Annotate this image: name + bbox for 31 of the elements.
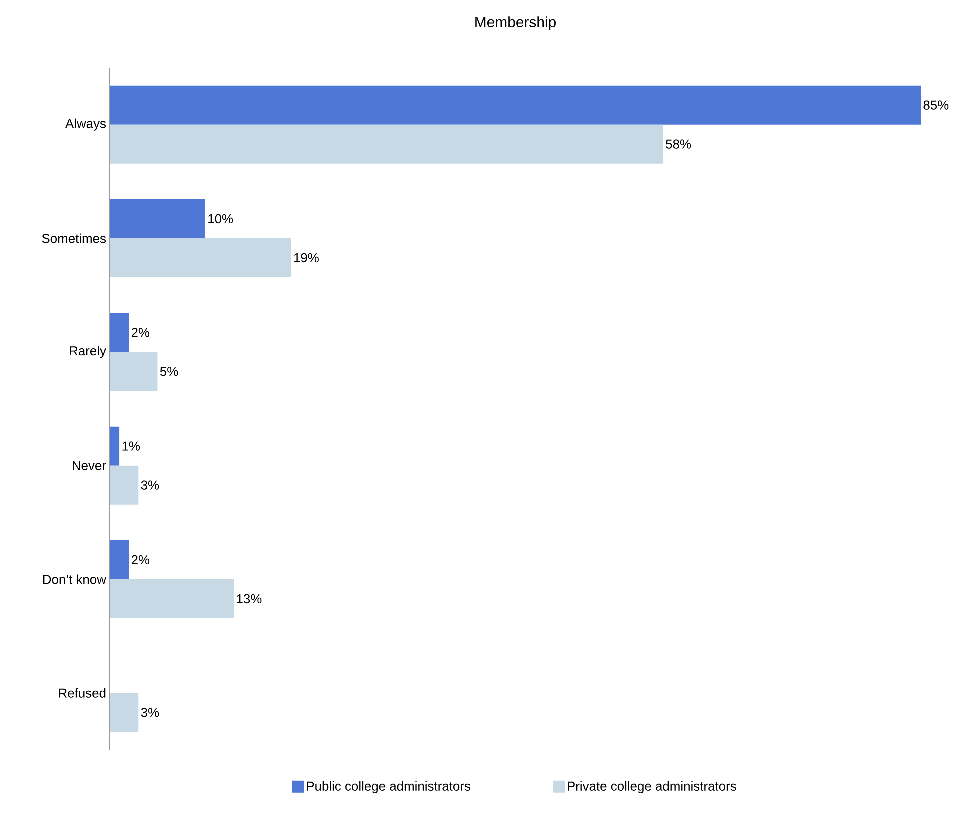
bar bbox=[110, 466, 139, 505]
data-label: 58% bbox=[666, 140, 692, 149]
bar bbox=[110, 693, 139, 732]
bar bbox=[110, 199, 206, 238]
bar bbox=[110, 238, 292, 278]
y-tick-label: Don’t know bbox=[43, 574, 107, 584]
data-label: 10% bbox=[208, 214, 234, 224]
bar bbox=[110, 579, 234, 618]
data-label: 13% bbox=[237, 594, 262, 604]
y-tick-label: Rarely bbox=[70, 346, 106, 358]
y-tick-label: Never bbox=[73, 461, 106, 470]
y-tick-label: Sometimes bbox=[42, 234, 106, 244]
legend-label: Public college administrators bbox=[307, 781, 470, 794]
bar bbox=[110, 313, 130, 352]
y-tick-label: Always bbox=[65, 118, 106, 131]
data-label: 1% bbox=[122, 442, 140, 451]
bar bbox=[110, 124, 664, 164]
bar bbox=[110, 426, 120, 466]
data-label: 3% bbox=[141, 480, 160, 490]
data-label: 3% bbox=[141, 708, 160, 718]
chart-title: Membership bbox=[476, 16, 556, 30]
bar bbox=[110, 352, 158, 392]
data-label: 85% bbox=[924, 100, 949, 110]
bar bbox=[110, 86, 922, 125]
data-label: 5% bbox=[160, 367, 178, 376]
y-tick-label: Refused bbox=[59, 688, 106, 698]
data-label: 2% bbox=[132, 555, 150, 565]
legend-label: Private college administrators bbox=[568, 781, 736, 794]
data-label: 2% bbox=[132, 328, 150, 338]
data-label: 19% bbox=[294, 253, 319, 263]
bar bbox=[110, 540, 130, 580]
